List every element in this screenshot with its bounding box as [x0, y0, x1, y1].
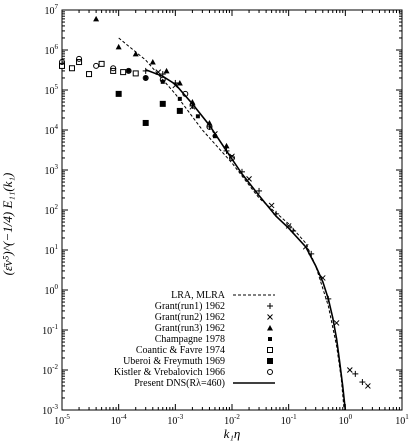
y-tick-label: 10-2	[42, 363, 58, 377]
legend-label: Champagne 1978	[155, 334, 225, 345]
data-point	[177, 96, 182, 101]
data-point	[93, 62, 100, 69]
data-point	[176, 107, 183, 114]
data-point	[115, 43, 122, 50]
ticks: 10-5 10-4 10-3 10-2 10-1 100 101 10-3 10-2 10-1 10…	[42, 3, 409, 427]
legend-swatch	[267, 347, 273, 353]
legend-label: Grant(run2) 1962	[155, 312, 225, 323]
data-point	[110, 65, 117, 72]
legend-label: Coantic & Favre 1974	[136, 345, 225, 356]
series-6	[115, 90, 183, 126]
x-tick-label: 10-5	[54, 413, 70, 427]
legend-label: Grant(run1) 1962	[155, 301, 225, 312]
data-point	[125, 67, 132, 74]
data-point	[256, 187, 263, 194]
series-4	[126, 68, 217, 139]
y-tick-label: 10-3	[42, 403, 58, 417]
data-point	[76, 59, 83, 66]
x-tick-label: 10-4	[111, 413, 127, 427]
y-axis-title: (ε̄ν⁵)^(−1/4) E₁₁(k₁)	[0, 173, 15, 276]
legend-label: Kistler & Vrebalovich 1966	[114, 367, 225, 378]
data-point	[359, 379, 366, 386]
y-tick-label: 101	[45, 243, 59, 257]
legend-swatch	[267, 369, 273, 375]
y-tick-label: 102	[45, 203, 59, 217]
data-point	[59, 59, 65, 66]
legend-swatch	[267, 325, 273, 331]
legend-label: Uberoi & Freymuth 1969	[123, 356, 225, 367]
data-point	[68, 65, 75, 72]
data-point	[195, 114, 200, 119]
data-point	[176, 79, 183, 86]
x-tick-label: 100	[339, 413, 353, 427]
data-point	[93, 15, 100, 22]
x-tick-label: 101	[395, 413, 409, 427]
series-line	[118, 37, 345, 411]
x-axis-title: k₁η	[224, 426, 241, 441]
data-point	[142, 74, 149, 81]
y-tick-label: 104	[45, 123, 59, 137]
series-line	[145, 69, 347, 411]
data-point	[59, 62, 65, 69]
data-point	[212, 134, 217, 139]
data-point	[163, 67, 170, 74]
y-tick-label: 100	[45, 283, 59, 297]
series-0	[118, 37, 345, 411]
data-point	[346, 367, 353, 373]
x-tick-label: 10-1	[281, 413, 297, 427]
x-tick-label: 10-3	[167, 413, 183, 427]
data-point	[159, 76, 166, 83]
data-point	[159, 100, 166, 107]
series	[59, 15, 371, 411]
data-point	[149, 59, 156, 65]
data-point	[98, 60, 105, 67]
legend-label: LRA, MLRA	[171, 290, 226, 301]
series-8	[145, 69, 347, 411]
series-3	[93, 15, 230, 149]
data-point	[120, 69, 127, 76]
legend-swatch	[268, 337, 272, 341]
legend-swatch	[267, 358, 273, 364]
data-point	[76, 55, 83, 62]
y-tick-label: 107	[45, 3, 59, 17]
data-point	[352, 370, 359, 377]
data-point	[365, 383, 371, 389]
x-tick-label: 10-2	[224, 413, 240, 427]
data-point	[223, 142, 230, 149]
data-point	[86, 71, 93, 78]
legend-label: Present DNS(Rλ=460)	[134, 378, 225, 389]
y-tick-label: 106	[45, 43, 59, 57]
y-tick-label: 105	[45, 83, 59, 97]
y-tick-label: 103	[45, 163, 59, 177]
data-point	[143, 75, 148, 80]
series-5	[59, 59, 139, 78]
y-tick-label: 10-1	[42, 323, 58, 337]
legend-swatch	[267, 314, 273, 320]
data-point	[268, 202, 275, 209]
data-point	[115, 90, 122, 97]
legend-swatch	[267, 303, 273, 309]
data-point	[132, 50, 139, 57]
series-7	[59, 55, 235, 161]
data-point	[142, 119, 149, 126]
legend-label: Grant(run3) 1962	[155, 323, 225, 334]
data-point	[132, 70, 139, 77]
data-point	[126, 68, 131, 73]
data-point	[333, 320, 340, 326]
